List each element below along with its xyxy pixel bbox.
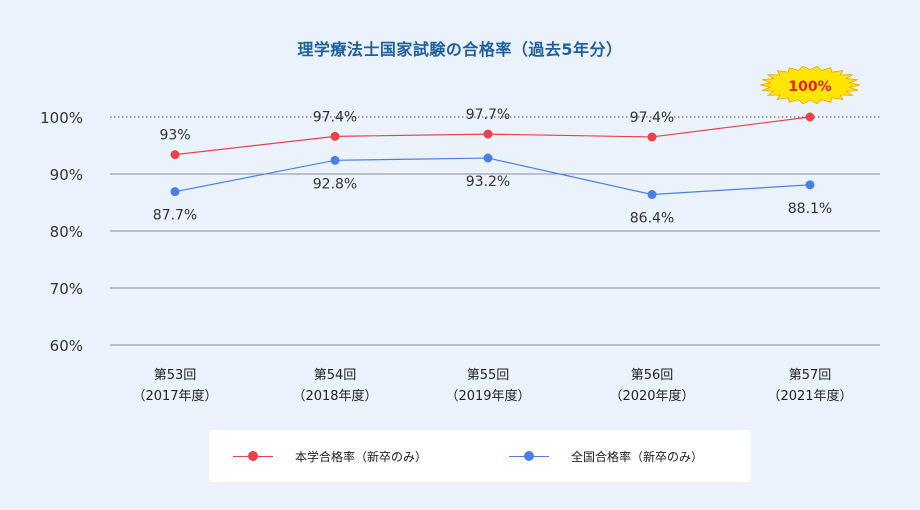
data-point-0-4 [805,112,815,122]
y-tick-label-60: 60% [50,337,83,355]
data-point-1-1 [330,155,340,165]
x-tick-sublabel-1: （2018年度） [292,388,377,404]
legend-label-national: 全国合格率（新卒のみ） [571,449,704,464]
data-point-0-1 [330,131,340,141]
data-point-1-2 [483,153,493,163]
x-tick-label-0: 第53回 [154,368,197,383]
legend: 本学合格率（新卒のみ） 全国合格率（新卒のみ） [209,430,751,482]
x-tick-sublabel-0: （2017年度） [132,388,217,404]
badge-label: 100% [788,79,831,95]
data-point-1-0 [170,187,180,197]
data-label-1-3: 86.4% [630,211,674,227]
data-label-1-4: 88.1% [788,201,832,217]
data-label-1-1: 92.8% [313,176,357,192]
legend-swatch-school [233,450,273,461]
x-tick-label-2: 第55回 [467,368,510,383]
data-point-0-0 [170,150,180,160]
legend-swatch-national [509,450,549,461]
x-tick-sublabel-4: （2021年度） [767,388,852,404]
legend-item-school: 本学合格率（新卒のみ） [233,430,427,482]
x-tick-label-1: 第54回 [314,368,357,383]
data-label-1-0: 87.7% [153,208,197,224]
data-point-1-3 [647,190,657,200]
x-tick-sublabel-2: （2019年度） [445,388,530,404]
data-point-1-4 [805,180,815,190]
y-tick-label-80: 80% [50,223,83,241]
data-label-0-3: 97.4% [630,110,674,126]
x-tick-sublabel-3: （2020年度） [609,388,694,404]
y-tick-label-100: 100% [40,109,83,127]
data-label-0-0: 93% [159,128,190,144]
data-point-0-2 [483,129,493,139]
badge-starburst [759,65,861,105]
x-tick-label-3: 第56回 [631,368,674,383]
data-label-0-1: 97.4% [313,109,357,125]
y-tick-label-90: 90% [50,166,83,184]
data-label-1-2: 93.2% [466,174,510,190]
data-label-0-2: 97.7% [466,107,510,123]
y-tick-label-70: 70% [50,280,83,298]
legend-item-national: 全国合格率（新卒のみ） [509,430,703,482]
x-tick-label-4: 第57回 [789,368,832,383]
legend-label-school: 本学合格率（新卒のみ） [295,449,428,464]
data-point-0-3 [647,132,657,142]
chart-title: 理学療法士国家試験の合格率（過去5年分） [297,40,623,59]
